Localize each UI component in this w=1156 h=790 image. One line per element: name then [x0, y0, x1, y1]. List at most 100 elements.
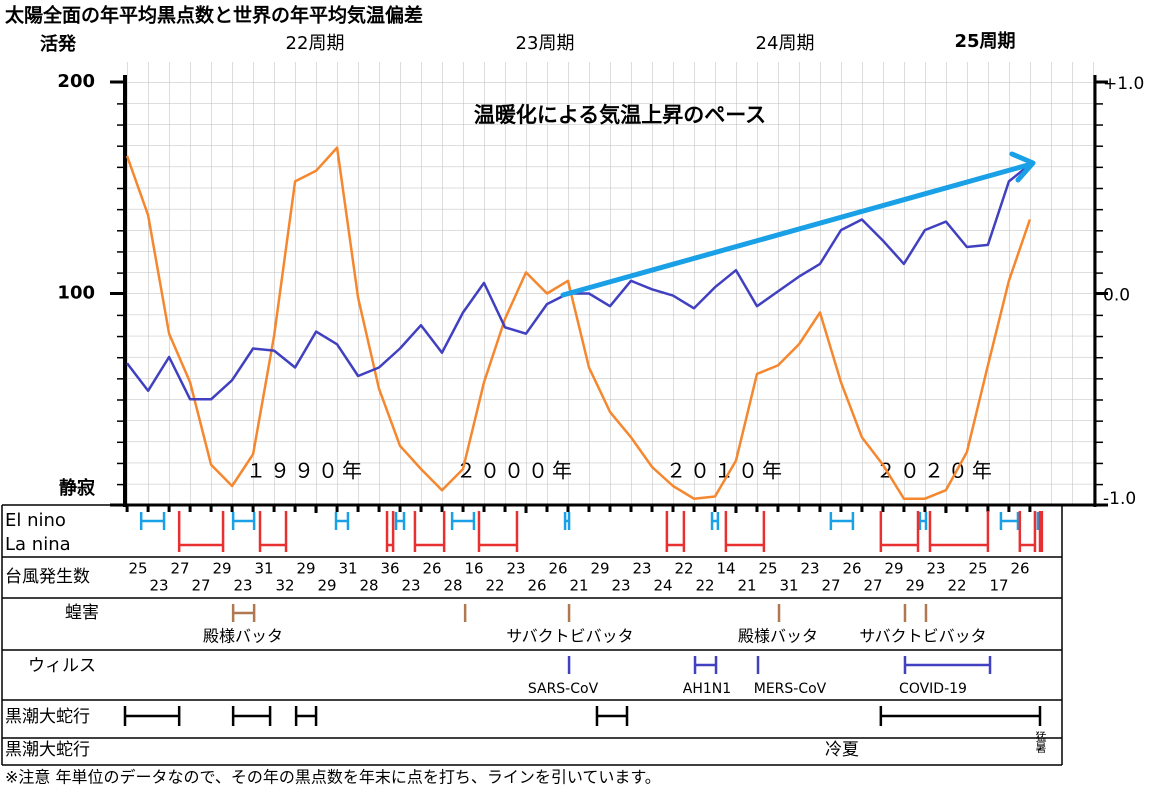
- kuroshio-range: [879, 706, 1042, 726]
- locust-name: サバクトビバッタ: [506, 627, 633, 646]
- typhoon-count: 28: [443, 577, 462, 595]
- locust-range: [231, 604, 256, 622]
- typhoon-count: 27: [191, 577, 210, 595]
- arrow-head: [1009, 151, 1036, 183]
- hot-summer: 猛暑: [1034, 731, 1047, 753]
- typhoon-count: 21: [569, 577, 588, 595]
- virus-name: AH1N1: [683, 681, 731, 697]
- la_nina-range: [177, 511, 225, 552]
- typhoon-count: 23: [506, 560, 525, 578]
- typhoon-count: 26: [548, 560, 567, 578]
- left-minor-ticks: [117, 75, 125, 507]
- la_nina-range: [724, 511, 766, 552]
- typhoon-count: 32: [275, 577, 294, 595]
- el_nino-range: [999, 512, 1020, 530]
- la_nina-range: [665, 511, 686, 552]
- cool-summer: 冷夏: [825, 740, 859, 760]
- y2-tick-label: 0.0: [1103, 286, 1130, 306]
- la_nina-range: [1018, 511, 1037, 552]
- el_nino-range: [231, 512, 256, 530]
- typhoon-count: 23: [611, 577, 630, 595]
- cycle-label: 25周期: [954, 31, 1015, 52]
- typhoon-count: 14: [716, 560, 735, 578]
- la_nina-range: [258, 511, 288, 552]
- typhoon-count: 26: [527, 577, 546, 595]
- virus-name: COVID-19: [899, 681, 967, 697]
- locust-name: 殿様バッタ: [738, 627, 818, 646]
- y-axis-label: 活発: [40, 33, 77, 55]
- virus-range: [693, 656, 718, 674]
- row-label: ウィルス: [28, 656, 96, 676]
- typhoon-count: 29: [590, 560, 609, 578]
- typhoon-count: 26: [1010, 560, 1029, 578]
- y2-tick-label: +1.0: [1103, 74, 1144, 94]
- locust-name: 殿様バッタ: [203, 627, 283, 646]
- typhoon-count: 21: [737, 577, 756, 595]
- annotation: 温暖化による気温上昇のペース: [474, 103, 766, 127]
- y-tick-label: 静寂: [59, 477, 95, 499]
- el_nino-range: [394, 512, 406, 530]
- typhoon-count: 31: [254, 560, 273, 578]
- line: [126, 163, 1031, 401]
- el_nino-range: [918, 512, 928, 530]
- typhoon-count: 25: [128, 560, 147, 578]
- row-label: 台風発生数: [5, 567, 90, 587]
- kuroshio-range: [231, 706, 272, 726]
- row-label: 黒潮大蛇行: [5, 740, 90, 760]
- el_nino-range: [139, 512, 166, 530]
- typhoon-count: 23: [926, 560, 945, 578]
- arrow: [560, 162, 1031, 298]
- row-label: El nino: [5, 510, 66, 531]
- x-tick-label: １９９０年: [246, 459, 366, 483]
- typhoon-count: 22: [674, 560, 693, 578]
- cycle-label: 23周期: [516, 33, 575, 54]
- locust-name: サバクトビバッタ: [859, 627, 986, 646]
- typhoon-count: 23: [401, 577, 420, 595]
- y2-tick-label: -1.0: [1103, 489, 1136, 509]
- typhoon-count: 22: [947, 577, 966, 595]
- typhoon-count: 26: [842, 560, 861, 578]
- table-frame: [1, 504, 1063, 766]
- typhoon-count: 17: [989, 577, 1008, 595]
- typhoon-count: 29: [296, 560, 315, 578]
- el_nino-range: [829, 512, 855, 530]
- typhoon-count: 29: [212, 560, 231, 578]
- x-tick-label: ２０２０年: [876, 459, 996, 483]
- typhoon-count: 27: [170, 560, 189, 578]
- virus-name: SARS-CoV: [528, 681, 599, 697]
- cycle-label: 22周期: [286, 33, 345, 54]
- typhoon-count: 25: [758, 560, 777, 578]
- typhoon-count: 23: [800, 560, 819, 578]
- row-label: La nina: [5, 534, 71, 555]
- typhoon-count: 23: [149, 577, 168, 595]
- typhoon-count: 29: [905, 577, 924, 595]
- typhoon-count: 22: [695, 577, 714, 595]
- typhoon-count: 27: [863, 577, 882, 595]
- la_nina-range: [879, 511, 920, 552]
- virus-range: [903, 656, 992, 674]
- typhoon-count: 26: [422, 560, 441, 578]
- y-tick-label: 200: [57, 71, 95, 92]
- la_nina-range: [385, 511, 395, 552]
- kuroshio-range: [123, 706, 181, 726]
- la_nina-range: [928, 511, 990, 552]
- y-tick-label: 100: [57, 283, 95, 304]
- typhoon-count: 31: [338, 560, 357, 578]
- right-minor-ticks: [1095, 75, 1103, 507]
- x-tick-label: ２０１０年: [666, 459, 786, 483]
- typhoon-count: 28: [359, 577, 378, 595]
- typhoon-count: 25: [968, 560, 987, 578]
- note: ※注意 年単位のデータなので、その年の黒点数を年末に点を打ち、ラインを引いていま…: [5, 768, 661, 787]
- typhoon-count: 36: [380, 560, 399, 578]
- kuroshio-range: [595, 706, 629, 726]
- typhoon-count: 23: [632, 560, 651, 578]
- la_nina-range: [477, 511, 519, 552]
- kuroshio-range: [294, 706, 318, 726]
- la_nina-range: [1038, 511, 1044, 552]
- el_nino-range: [563, 512, 571, 530]
- typhoon-count: 16: [464, 560, 483, 578]
- el_nino-range: [710, 512, 720, 530]
- la_nina-range: [413, 511, 446, 552]
